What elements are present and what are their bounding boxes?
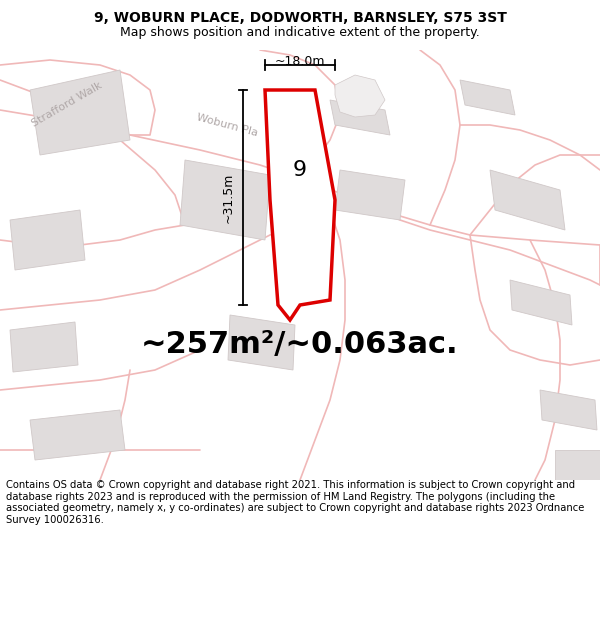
Polygon shape: [228, 315, 295, 370]
Text: Contains OS data © Crown copyright and database right 2021. This information is : Contains OS data © Crown copyright and d…: [6, 480, 584, 525]
Polygon shape: [180, 160, 270, 240]
Polygon shape: [335, 75, 385, 117]
Polygon shape: [330, 100, 390, 135]
Text: ~31.5m: ~31.5m: [222, 173, 235, 222]
Text: ~18.0m: ~18.0m: [275, 55, 325, 68]
Text: Strafford Walk: Strafford Walk: [30, 81, 104, 129]
Text: ~257m²/~0.063ac.: ~257m²/~0.063ac.: [141, 331, 459, 359]
Polygon shape: [30, 70, 130, 155]
Polygon shape: [10, 210, 85, 270]
Polygon shape: [265, 90, 335, 320]
Polygon shape: [490, 170, 565, 230]
Polygon shape: [30, 410, 125, 460]
Polygon shape: [510, 280, 572, 325]
Text: Map shows position and indicative extent of the property.: Map shows position and indicative extent…: [120, 26, 480, 39]
Polygon shape: [540, 390, 597, 430]
Text: 9, WOBURN PLACE, DODWORTH, BARNSLEY, S75 3ST: 9, WOBURN PLACE, DODWORTH, BARNSLEY, S75…: [94, 11, 506, 25]
Text: Woburn Pla: Woburn Pla: [195, 112, 259, 138]
Text: 9: 9: [293, 160, 307, 180]
Polygon shape: [555, 450, 600, 480]
Polygon shape: [10, 322, 78, 372]
Polygon shape: [460, 80, 515, 115]
Polygon shape: [335, 170, 405, 220]
